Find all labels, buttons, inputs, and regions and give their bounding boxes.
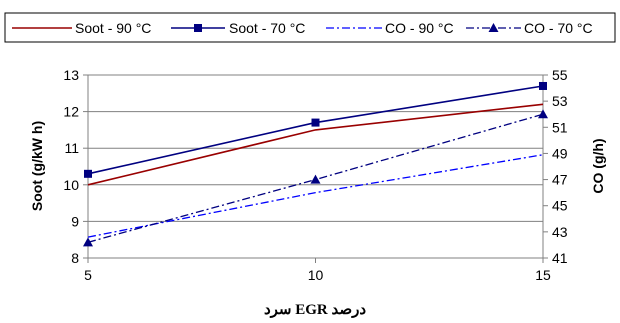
series-line-0 bbox=[87, 103, 544, 186]
data-point-triangle bbox=[310, 174, 321, 184]
right-tick-label: 45 bbox=[552, 198, 568, 214]
data-point-square bbox=[84, 169, 92, 178]
legend-marker-soot-70 bbox=[194, 24, 202, 32]
plot-frame bbox=[87, 74, 544, 259]
left-axis-title: Soot (g/kW h) bbox=[29, 121, 45, 211]
legend-label-co-70: CO - 70 °C bbox=[524, 20, 593, 36]
right-tick-label: 55 bbox=[552, 67, 568, 83]
left-tick-label: 10 bbox=[63, 177, 79, 193]
right-tick-label: 47 bbox=[552, 172, 568, 188]
right-tick-label: 41 bbox=[552, 250, 568, 266]
legend-label-co-90: CO - 90 °C bbox=[385, 20, 454, 36]
series-line-2 bbox=[87, 154, 544, 238]
right-tick-label: 51 bbox=[552, 119, 568, 135]
left-tick-label: 11 bbox=[64, 140, 79, 156]
legend: Soot - 90 °C Soot - 70 °C CO - 90 °C CO … bbox=[4, 12, 616, 43]
data-point-square bbox=[539, 81, 547, 90]
x-tick-label: 15 bbox=[535, 267, 551, 283]
series-layer bbox=[83, 81, 548, 247]
legend-label-soot-70: Soot - 70 °C bbox=[229, 20, 305, 36]
x-axis: 5 10 15 bbox=[84, 258, 551, 283]
legend-item-soot-90: Soot - 90 °C bbox=[12, 20, 151, 36]
left-tick-label: 13 bbox=[63, 67, 79, 83]
right-y-axis: 41 43 45 47 49 51 53 55 bbox=[543, 67, 568, 266]
legend-label-soot-90: Soot - 90 °C bbox=[75, 20, 151, 36]
right-tick-label: 53 bbox=[552, 93, 568, 109]
left-tick-label: 8 bbox=[71, 250, 79, 266]
left-y-axis: 8 9 10 11 12 13 bbox=[63, 67, 88, 266]
gridlines bbox=[88, 111, 543, 222]
legend-item-soot-70: Soot - 70 °C bbox=[171, 20, 305, 36]
left-tick-label: 9 bbox=[71, 213, 79, 229]
left-tick-label: 12 bbox=[63, 104, 79, 120]
plot-area: 8 9 10 11 12 13 41 43 45 47 49 51 53 55 5 10 15 bbox=[63, 67, 567, 283]
right-tick-label: 43 bbox=[552, 224, 568, 240]
data-point-square bbox=[311, 118, 320, 127]
x-tick-label: 5 bbox=[84, 267, 92, 283]
legend-item-co-90: CO - 90 °C bbox=[326, 20, 454, 36]
data-point-triangle bbox=[83, 237, 93, 247]
x-axis-title: درصد EGR سرد bbox=[264, 302, 366, 318]
legend-item-co-70: CO - 70 °C bbox=[466, 20, 593, 36]
right-tick-label: 49 bbox=[552, 145, 568, 161]
data-point-triangle bbox=[538, 109, 548, 119]
legend-frame bbox=[4, 12, 616, 43]
legend-marker-co-70 bbox=[488, 23, 499, 32]
x-tick-label: 10 bbox=[308, 267, 324, 283]
right-axis-title: CO (g/h) bbox=[590, 138, 606, 193]
